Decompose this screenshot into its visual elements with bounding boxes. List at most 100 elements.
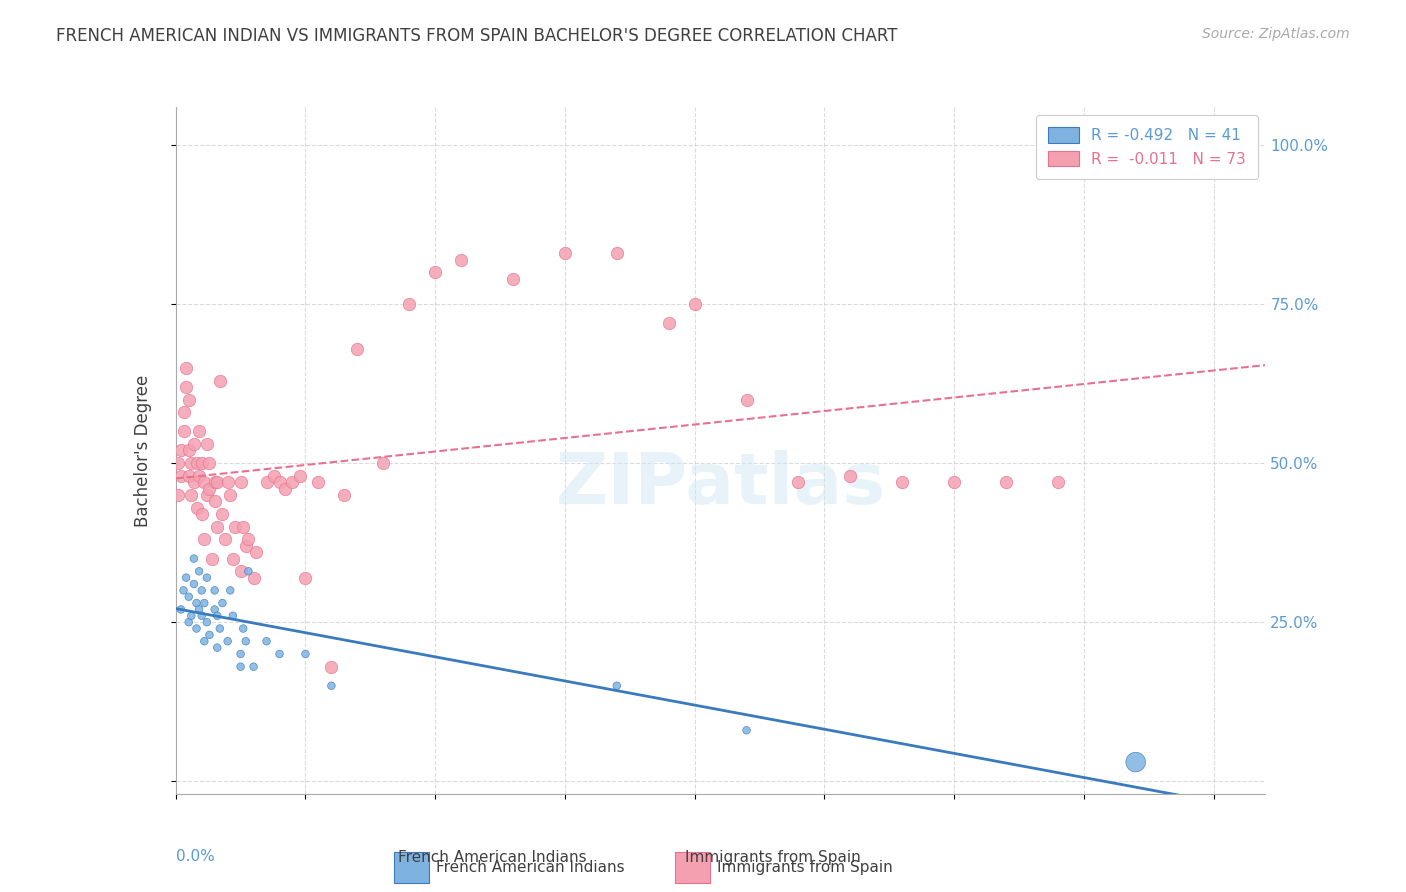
Point xyxy=(450,252,472,267)
Point xyxy=(281,475,304,490)
Point xyxy=(188,602,211,616)
Point xyxy=(208,622,231,636)
Point xyxy=(274,482,297,496)
Point xyxy=(180,488,202,502)
Point xyxy=(235,539,257,553)
Point xyxy=(232,622,254,636)
Point xyxy=(190,456,212,470)
Point xyxy=(229,475,252,490)
Point xyxy=(290,469,312,483)
Point xyxy=(190,507,212,521)
Point xyxy=(186,622,208,636)
Point xyxy=(307,475,329,490)
Point xyxy=(269,475,291,490)
Point xyxy=(256,475,278,490)
Point xyxy=(606,246,628,260)
Point xyxy=(195,437,218,451)
Point xyxy=(238,564,260,578)
Point xyxy=(735,392,758,407)
Point xyxy=(195,615,218,630)
Point xyxy=(214,533,236,547)
Point xyxy=(198,456,221,470)
Point xyxy=(193,533,215,547)
Point xyxy=(683,297,706,311)
Point xyxy=(201,551,224,566)
Point xyxy=(235,634,257,648)
Point xyxy=(177,469,200,483)
Point xyxy=(167,456,190,470)
Legend: R = -0.492   N = 41, R =  -0.011   N = 73: R = -0.492 N = 41, R = -0.011 N = 73 xyxy=(1036,115,1258,178)
Point xyxy=(183,437,205,451)
Point xyxy=(839,469,862,483)
Text: French American Indians: French American Indians xyxy=(436,860,624,874)
Point xyxy=(193,475,215,490)
Point xyxy=(735,723,758,738)
Point xyxy=(211,596,233,610)
Point xyxy=(222,608,245,623)
Point xyxy=(294,571,316,585)
Point xyxy=(346,342,368,356)
Point xyxy=(207,640,229,655)
Point xyxy=(174,380,197,394)
Point xyxy=(195,488,218,502)
Point xyxy=(188,564,211,578)
Point xyxy=(787,475,810,490)
Point xyxy=(177,615,200,630)
Point xyxy=(321,679,343,693)
Point xyxy=(167,488,190,502)
Point xyxy=(173,583,195,598)
Point xyxy=(170,469,193,483)
Point xyxy=(224,520,246,534)
Point xyxy=(204,475,226,490)
Point xyxy=(180,608,202,623)
Point xyxy=(177,392,200,407)
Point xyxy=(183,577,205,591)
Y-axis label: Bachelor's Degree: Bachelor's Degree xyxy=(134,375,152,526)
Point xyxy=(373,456,395,470)
Point xyxy=(398,297,420,311)
Point xyxy=(193,596,215,610)
Point xyxy=(219,488,242,502)
Point xyxy=(658,316,681,330)
Point xyxy=(208,374,231,388)
Point xyxy=(170,602,193,616)
Point xyxy=(188,469,211,483)
Point xyxy=(425,265,447,279)
Point xyxy=(198,628,221,642)
Point xyxy=(193,634,215,648)
Point xyxy=(242,571,264,585)
Text: FRENCH AMERICAN INDIAN VS IMMIGRANTS FROM SPAIN BACHELOR'S DEGREE CORRELATION CH: FRENCH AMERICAN INDIAN VS IMMIGRANTS FRO… xyxy=(56,27,898,45)
Point xyxy=(204,494,226,508)
Point xyxy=(204,583,226,598)
Point xyxy=(186,500,208,515)
Point xyxy=(232,520,254,534)
Point xyxy=(245,545,267,559)
Point xyxy=(204,602,226,616)
Point xyxy=(190,608,212,623)
Point xyxy=(207,475,229,490)
Point xyxy=(269,647,291,661)
Point xyxy=(229,564,252,578)
Point xyxy=(263,469,285,483)
Point xyxy=(502,271,524,285)
Point xyxy=(188,425,211,439)
Point xyxy=(219,583,242,598)
Point xyxy=(174,571,197,585)
Text: Source: ZipAtlas.com: Source: ZipAtlas.com xyxy=(1202,27,1350,41)
Point xyxy=(170,443,193,458)
Point xyxy=(606,679,628,693)
Point xyxy=(1046,475,1069,490)
Point xyxy=(173,405,195,419)
Point xyxy=(190,583,212,598)
Point xyxy=(229,659,252,673)
Text: Immigrants from Spain: Immigrants from Spain xyxy=(717,860,893,874)
Point xyxy=(229,647,252,661)
Point xyxy=(177,590,200,604)
Point xyxy=(217,634,239,648)
Point xyxy=(943,475,966,490)
Point xyxy=(173,425,195,439)
Point xyxy=(891,475,914,490)
Point xyxy=(256,634,278,648)
Point xyxy=(554,246,576,260)
Text: 0.0%: 0.0% xyxy=(176,849,215,863)
